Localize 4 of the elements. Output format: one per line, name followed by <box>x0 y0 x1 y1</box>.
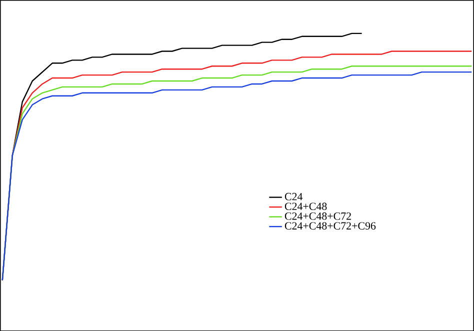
legend-label: C24+C48 <box>284 202 327 210</box>
legend-label: C24 <box>284 192 303 200</box>
legend-label: C24+C48+C72+C96 <box>284 222 376 230</box>
legend-label: C24+C48+C72 <box>284 212 351 220</box>
